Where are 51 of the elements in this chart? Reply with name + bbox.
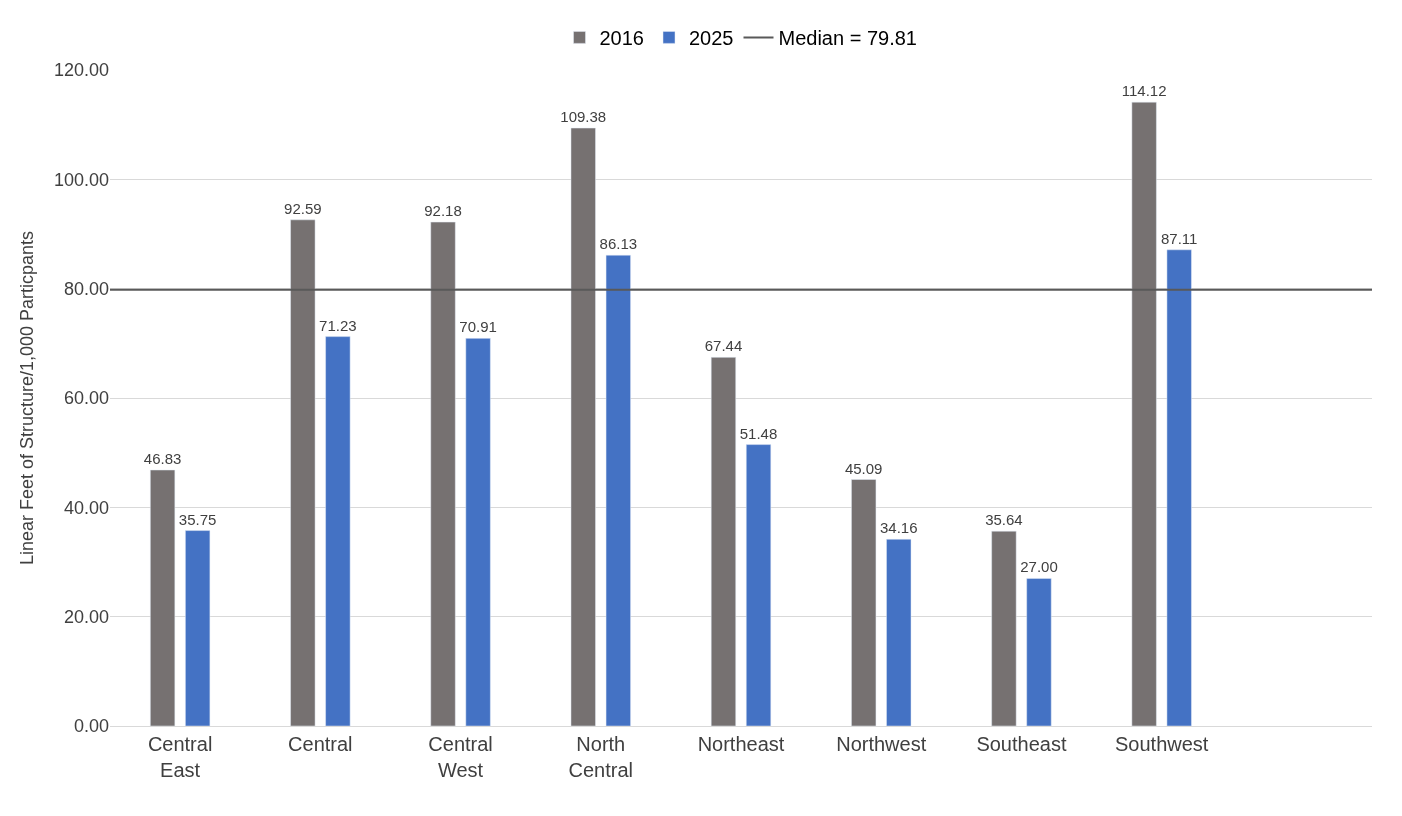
- y-tick-label: 0.00: [73, 716, 109, 737]
- y-tick-label: 120.00: [53, 60, 109, 81]
- data-label: 45.09: [844, 459, 883, 477]
- data-label: 70.91: [459, 318, 497, 336]
- y-tick-label: 20.00: [63, 606, 109, 627]
- data-label: 71.23: [319, 316, 357, 334]
- x-tick-label: Central: [288, 733, 353, 755]
- bar: [886, 539, 912, 726]
- y-tick-label: 100.00: [53, 169, 109, 190]
- data-label: 87.11: [1160, 229, 1198, 247]
- bar: [150, 469, 176, 726]
- data-label: 34.16: [879, 519, 918, 537]
- bar: [605, 254, 631, 726]
- data-label: 92.59: [284, 199, 322, 217]
- bar: [1166, 249, 1192, 726]
- bar: [710, 357, 736, 726]
- x-tick-label: Southwest: [1114, 733, 1209, 755]
- data-label: 35.64: [985, 511, 1023, 529]
- x-tick-label: Southeast: [976, 733, 1067, 755]
- data-label: 86.13: [599, 235, 638, 253]
- bar: [851, 479, 877, 726]
- x-tick-label: North Central: [568, 733, 634, 781]
- bar: [185, 530, 211, 726]
- bar: [290, 219, 316, 726]
- bar: [1026, 578, 1052, 726]
- data-label: 27.00: [1020, 558, 1058, 576]
- legend-label: Median = 79.81: [778, 27, 917, 50]
- bar: [570, 127, 596, 726]
- legend-label: 2025: [689, 27, 734, 50]
- x-tick-label: Central East: [147, 733, 213, 781]
- data-label: 35.75: [178, 510, 217, 528]
- x-tick-label: Central West: [428, 733, 493, 781]
- y-tick-label: 80.00: [63, 278, 109, 299]
- y-tick-label: 40.00: [63, 497, 109, 518]
- data-label: 67.44: [704, 337, 743, 355]
- data-label: 46.83: [143, 450, 182, 467]
- x-tick-label: Northwest: [836, 733, 927, 755]
- bar: [1131, 101, 1157, 726]
- bar: [465, 338, 491, 726]
- legend-label: 2016: [599, 27, 644, 50]
- y-axis-title: Linear Feet of Structure/1,000 Particpants: [17, 230, 38, 566]
- data-label: 114.12: [1121, 82, 1167, 100]
- y-tick-label: 60.00: [63, 388, 109, 409]
- data-label: 92.18: [424, 202, 462, 220]
- bar: [991, 530, 1017, 726]
- x-tick-label: Northeast: [697, 733, 785, 755]
- bar: [430, 221, 456, 726]
- bar: [325, 336, 351, 726]
- data-label: 109.38: [560, 108, 607, 126]
- data-label: 51.48: [739, 424, 778, 442]
- bar: [746, 444, 772, 726]
